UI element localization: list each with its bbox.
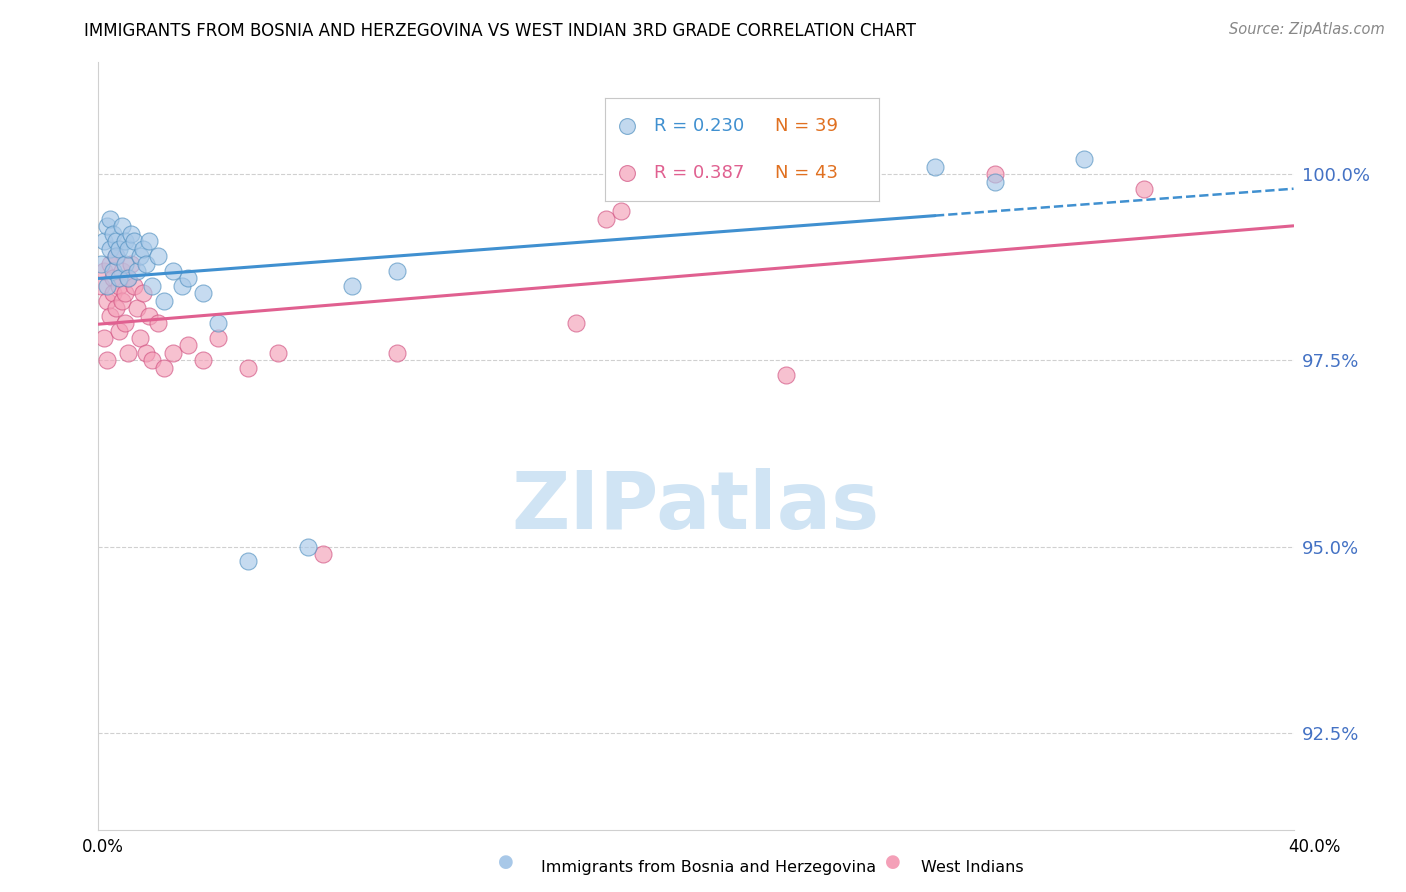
Point — [103, 286, 125, 301]
Point — [117, 346, 139, 360]
Point — [108, 242, 131, 256]
Point — [311, 547, 333, 561]
Point — [1133, 182, 1156, 196]
Text: 40.0%: 40.0% — [1288, 838, 1341, 855]
Point — [98, 256, 122, 270]
Point — [148, 316, 170, 330]
Point — [138, 234, 160, 248]
Point — [610, 204, 633, 219]
Point — [267, 346, 290, 360]
Point — [120, 227, 142, 241]
Point — [114, 256, 136, 270]
Point — [108, 278, 131, 293]
Point — [177, 338, 200, 352]
Point — [108, 271, 131, 285]
Text: R = 0.387: R = 0.387 — [654, 164, 744, 182]
Point — [191, 353, 214, 368]
Point — [117, 271, 139, 285]
Point — [129, 331, 152, 345]
Point — [120, 256, 142, 270]
Point — [103, 271, 125, 285]
Point — [141, 353, 163, 368]
Text: ●: ● — [884, 853, 901, 871]
Text: Source: ZipAtlas.com: Source: ZipAtlas.com — [1229, 22, 1385, 37]
Point — [114, 316, 136, 330]
Point — [153, 360, 176, 375]
Point — [775, 368, 797, 383]
Text: West Indians: West Indians — [921, 860, 1024, 874]
Point — [93, 264, 115, 278]
Text: R = 0.230: R = 0.230 — [654, 117, 744, 135]
Point — [127, 264, 149, 278]
Point — [236, 360, 259, 375]
Point — [114, 286, 136, 301]
Point — [98, 309, 122, 323]
Point — [565, 316, 588, 330]
Point — [129, 249, 152, 263]
Point — [117, 242, 139, 256]
Point — [172, 278, 194, 293]
Point — [124, 278, 146, 293]
Point — [103, 264, 125, 278]
Point — [111, 293, 134, 308]
Point — [207, 316, 229, 330]
Point — [127, 301, 149, 316]
Point — [96, 353, 118, 368]
Point — [135, 256, 157, 270]
Point — [385, 346, 409, 360]
Text: ●: ● — [498, 853, 515, 871]
Point — [135, 346, 157, 360]
Point — [108, 324, 131, 338]
Point — [191, 286, 214, 301]
Point — [924, 160, 946, 174]
Point — [117, 271, 139, 285]
Point — [385, 264, 409, 278]
Point — [148, 249, 170, 263]
Point — [162, 346, 184, 360]
Point — [96, 278, 118, 293]
Point — [105, 249, 128, 263]
Point — [162, 264, 184, 278]
Point — [105, 234, 128, 248]
Point — [98, 211, 122, 226]
Point — [132, 242, 155, 256]
Point — [984, 167, 1007, 181]
Point — [105, 301, 128, 316]
Point — [153, 293, 176, 308]
Point — [96, 219, 118, 234]
Text: N = 43: N = 43 — [775, 164, 838, 182]
Point — [236, 554, 259, 568]
Point — [342, 278, 364, 293]
Point — [90, 256, 112, 270]
Point — [984, 175, 1007, 189]
Point — [207, 331, 229, 345]
Text: IMMIGRANTS FROM BOSNIA AND HERZEGOVINA VS WEST INDIAN 3RD GRADE CORRELATION CHAR: IMMIGRANTS FROM BOSNIA AND HERZEGOVINA V… — [84, 22, 917, 40]
Point — [93, 331, 115, 345]
Point — [111, 219, 134, 234]
Point — [177, 271, 200, 285]
Point — [138, 309, 160, 323]
Point — [297, 540, 319, 554]
Text: ZIPatlas: ZIPatlas — [512, 468, 880, 547]
Point — [105, 249, 128, 263]
Text: Immigrants from Bosnia and Herzegovina: Immigrants from Bosnia and Herzegovina — [541, 860, 876, 874]
Point — [96, 293, 118, 308]
Text: 0.0%: 0.0% — [82, 838, 124, 855]
Point — [98, 242, 122, 256]
Point — [124, 234, 146, 248]
Point — [141, 278, 163, 293]
Point — [103, 227, 125, 241]
Text: N = 39: N = 39 — [775, 117, 838, 135]
Point — [595, 211, 617, 226]
Point — [114, 234, 136, 248]
Point — [132, 286, 155, 301]
Point — [111, 264, 134, 278]
Point — [1073, 153, 1095, 167]
Point — [90, 278, 112, 293]
Point — [93, 234, 115, 248]
